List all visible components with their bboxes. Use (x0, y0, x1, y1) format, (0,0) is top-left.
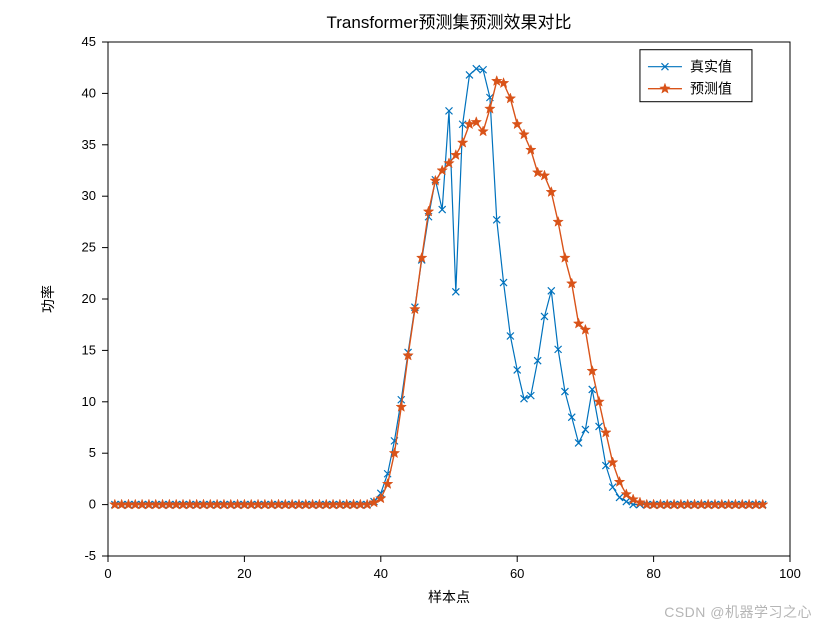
chart-title: Transformer预测集预测效果对比 (327, 13, 572, 32)
svg-text:预测值: 预测值 (690, 81, 732, 97)
svg-text:15: 15 (82, 342, 96, 357)
svg-text:-5: -5 (84, 548, 96, 563)
svg-text:0: 0 (89, 497, 96, 512)
svg-text:40: 40 (82, 85, 96, 100)
svg-text:100: 100 (779, 566, 801, 581)
svg-text:20: 20 (237, 566, 251, 581)
svg-text:20: 20 (82, 291, 96, 306)
legend: 真实值预测值 (640, 50, 752, 102)
chart-svg: 0 20 40 60 80 100 -5 0 5 10 15 20 25 30 35 40 45 样本点 功率 Tra… (0, 0, 840, 630)
svg-text:30: 30 (82, 188, 96, 203)
svg-text:35: 35 (82, 137, 96, 152)
svg-text:0: 0 (104, 566, 111, 581)
y-axis-label: 功率 (40, 285, 56, 313)
svg-text:25: 25 (82, 240, 96, 255)
svg-text:10: 10 (82, 394, 96, 409)
chart-container: 0 20 40 60 80 100 -5 0 5 10 15 20 25 30 35 40 45 样本点 功率 Tra… (0, 0, 840, 630)
svg-text:真实值: 真实值 (690, 59, 732, 75)
svg-text:5: 5 (89, 445, 96, 460)
x-axis-label: 样本点 (428, 589, 470, 605)
svg-text:60: 60 (510, 566, 524, 581)
svg-text:45: 45 (82, 34, 96, 49)
svg-text:40: 40 (374, 566, 388, 581)
svg-text:80: 80 (646, 566, 660, 581)
